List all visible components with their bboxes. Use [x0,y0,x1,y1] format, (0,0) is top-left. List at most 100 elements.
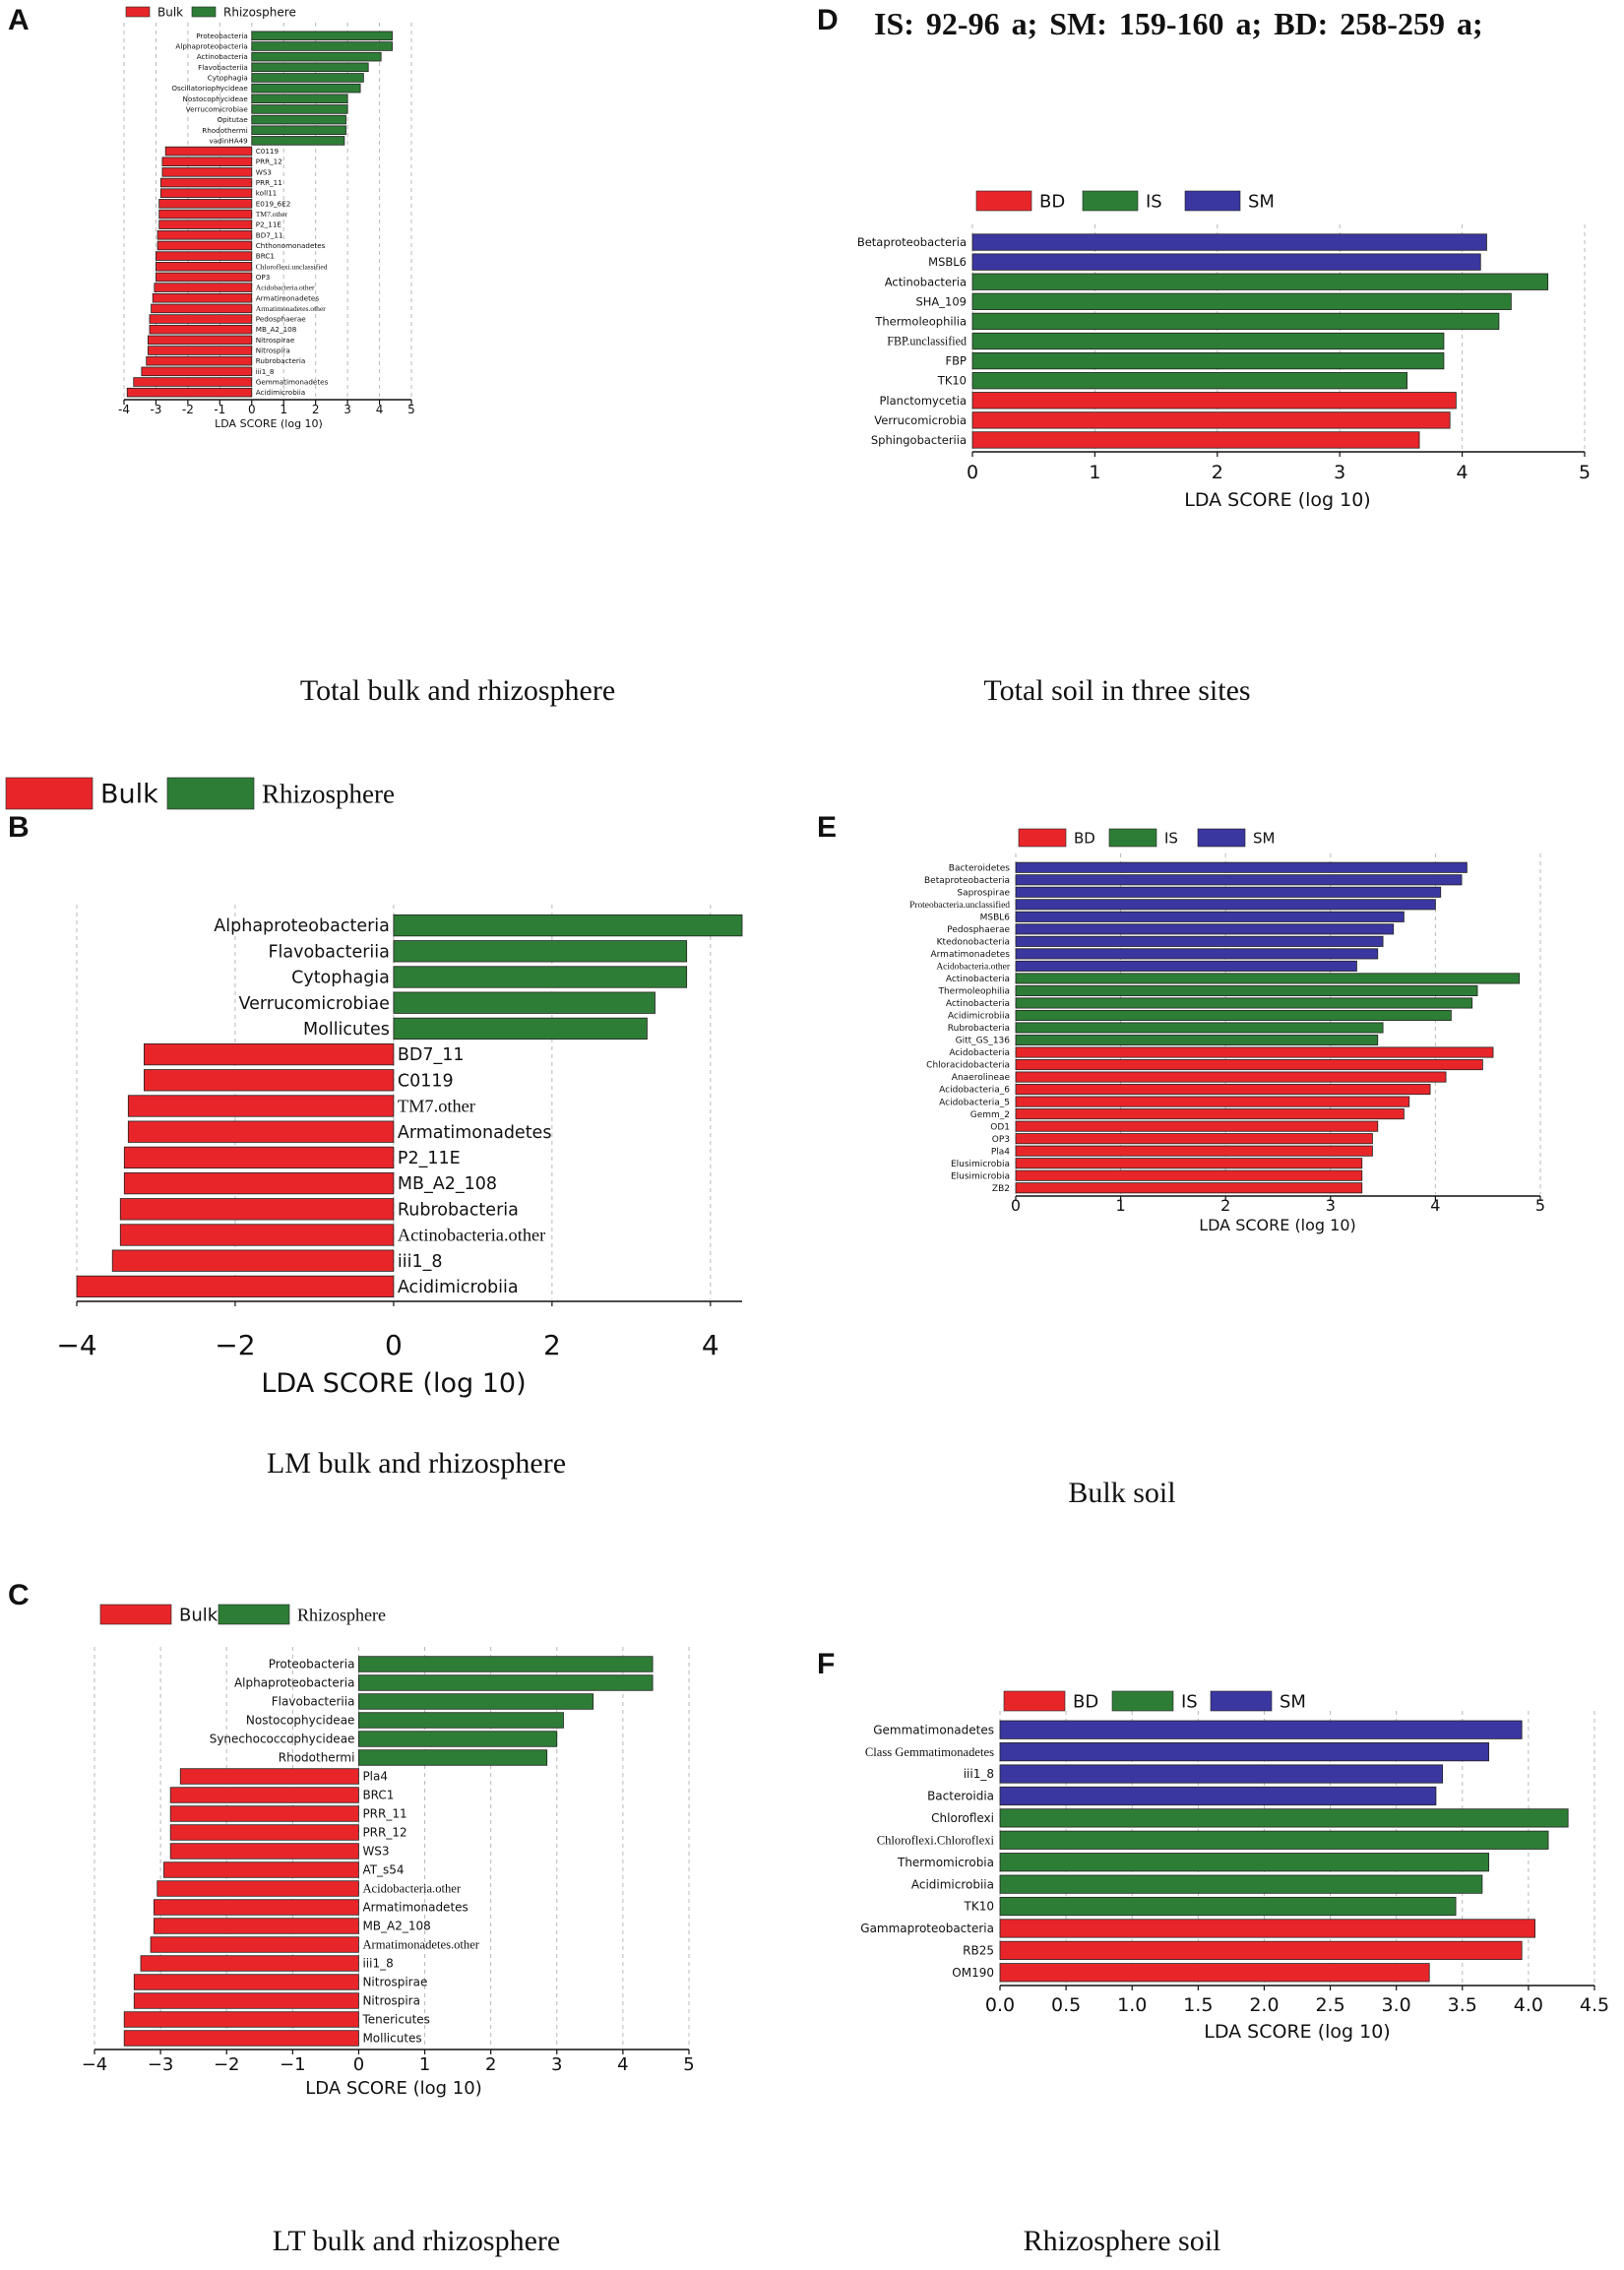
bar [971,411,1451,429]
panel-caption: Bulk soil [1068,1477,1176,1509]
bar-label: Acidobacteria [949,1048,1010,1058]
bar [999,1742,1490,1762]
panel-letter: F [817,1648,836,1680]
bar-label: C0119 [256,147,280,156]
bar-label: Rhodothermi [202,126,248,135]
legend-swatch [1018,828,1067,848]
bar-label: BRC1 [256,252,275,261]
bar [1015,1059,1483,1071]
site-ages-header: IS: 92-96 a; SM: 159-160 a; BD: 258-259 … [874,6,1483,41]
bar [999,1720,1523,1739]
tick-label: 4.5 [1580,1994,1609,2016]
bar-label: Alphaproteobacteria [175,42,247,51]
bar [1015,1133,1373,1145]
bar-label: MSBL6 [928,255,967,269]
tick-label: −3 [148,2054,174,2075]
bar [169,1787,359,1803]
panel-letter: A [8,4,30,36]
tick-label: 4 [617,2054,628,2075]
bar-label: ZB2 [992,1184,1010,1194]
tick-label: 3 [1334,462,1345,483]
tick-label: 1 [419,2054,430,2075]
tick-label: 2 [1220,1196,1230,1215]
bar [119,1224,395,1246]
bar [999,1874,1483,1894]
bar-label: FBP [946,354,968,368]
bar [156,230,253,240]
bar [251,83,361,94]
bar-label: Acidobacteria.other [256,284,315,292]
chart-f: Gemmatimonadetes Class Gemmatimonadetes ii… [860,1690,1609,2043]
bar [971,351,1445,370]
bar [999,1896,1457,1917]
bar [159,177,253,188]
panel-b: B Alphaproteobacteria Flavobacteriia Cytop… [0,777,807,1496]
bar [154,283,253,292]
bar-label: Oscillatoriophycideae [171,84,248,93]
bar [144,1042,395,1066]
legend-label: SM [1280,1691,1306,1712]
tick-label: −1 [280,2054,306,2075]
bar [1015,899,1436,911]
legend-swatch [99,1604,172,1625]
tick-label: 3 [344,403,351,416]
bar-label: Bacteroidetes [949,863,1011,873]
bar [149,314,253,324]
bar [1015,1084,1431,1096]
bar-label: Gemmatimonadetes [256,378,329,387]
bar-label: Rubrobacteria [398,1200,519,1220]
bar-label: Opitutae [218,115,249,124]
bar [251,136,345,146]
bar-label: iii1_8 [398,1252,443,1272]
bar-label: OD1 [990,1122,1010,1132]
bar-label: BD7_11 [256,230,283,239]
bar-label: SHA_109 [915,294,967,308]
bar [169,1824,359,1841]
panel-caption: LT bulk and rhizosphere [272,2225,561,2257]
bar-label: E019_6E2 [256,199,291,208]
legend-label: BD [1074,829,1095,847]
bar-label: Rubrobacteria [948,1024,1010,1034]
bar [1015,1120,1379,1132]
legend-label: BD [1039,191,1065,212]
bar [123,2011,359,2028]
bar [159,188,253,198]
bar-label: Armatimonadetes.other [256,304,327,313]
panel-letter: D [817,4,839,36]
bar-label: RB25 [963,1944,994,1958]
bar-label: Armatimonadetes [256,293,320,302]
chart-c: Proteobacteria Alphaproteobacteria Flavoba… [82,1604,695,2099]
bar-label: TK10 [964,1900,994,1914]
bar-label: Pla4 [362,1770,388,1784]
bar [133,1974,359,1990]
panel-letter: E [817,811,838,844]
bar [156,272,253,283]
bar [999,1963,1430,1983]
bar-label: Chloroflexi.unclassified [256,262,328,271]
bar [1015,886,1442,898]
tick-label: 4 [376,403,384,416]
tick-label: −4 [56,1329,96,1361]
bar [393,966,688,988]
bar [251,114,346,125]
legend-swatch [1082,190,1139,212]
bar [144,1069,395,1092]
bar-label: Mollicutes [362,2032,421,2046]
bar [161,167,253,177]
bar [1015,911,1405,922]
bar [161,157,253,166]
bar-label: MSBL6 [980,913,1011,922]
bar [147,346,253,355]
bar [151,303,253,314]
tick-label: 2 [485,2054,496,2075]
bar [971,312,1500,331]
bar [123,2030,359,2047]
bar-label: Flavobacteriia [198,63,248,72]
tick-label: 5 [407,403,415,416]
bar [140,1955,359,1972]
bar-label: Alphaproteobacteria [234,1676,354,1690]
bar-label: Nitrospira [362,1994,420,2008]
tick-label: 1.0 [1117,1994,1147,2016]
bar [156,262,253,272]
tick-label: 4 [1457,462,1468,483]
